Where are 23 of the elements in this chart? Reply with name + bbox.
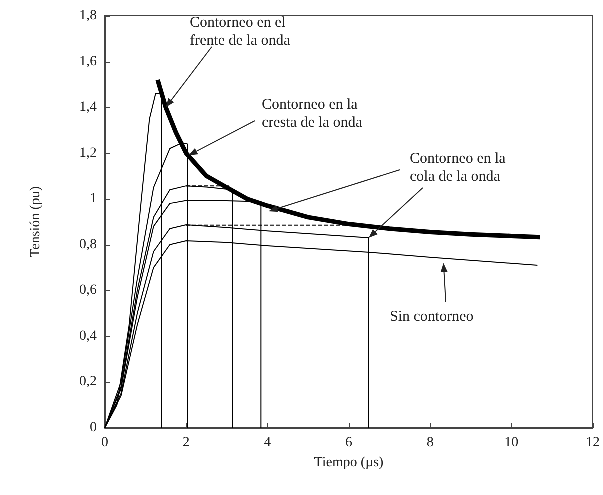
y-tick-label: 1,2 [80,146,97,161]
y-tick-label: 0 [90,420,97,436]
annotation: Contorneo en la cresta de la onda [262,97,363,131]
y-tick-label: 0,4 [80,328,97,344]
annotation: Contorneo en la cola de la onda [410,151,506,185]
y-tick-label: 0,8 [80,237,97,252]
annotation: Sin contorneo [390,309,474,325]
y-tick-label: 0,6 [80,283,97,298]
y-axis-title: Tensión (pu) [28,186,44,258]
y-tick-label: 1,4 [80,100,97,116]
x-axis-title: Tiempo (µs) [314,456,384,470]
x-tick-label: 10 [504,436,519,450]
y-tick-label: 1 [90,192,97,207]
x-tick-label: 4 [264,436,272,450]
x-tick-label: 0 [102,436,108,450]
y-tick-label: 0,2 [80,374,97,390]
x-tick-label: 8 [426,436,434,450]
x-tick-label: 2 [182,436,190,450]
y-tick-label: 1,6 [80,54,97,70]
x-tick-label: 6 [346,436,352,450]
annotation: Contorneo en el frente de la onda [190,15,291,49]
x-tick-label: 12 [586,436,600,450]
y-tick-label: 1,8 [80,8,97,24]
